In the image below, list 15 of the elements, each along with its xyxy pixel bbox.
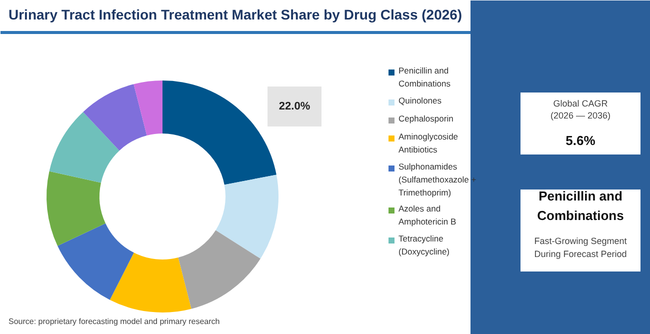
text: Penicillin and Combinations: [537, 188, 624, 223]
text: 5.6%: [566, 133, 596, 148]
text: Global CAGR: [553, 98, 608, 108]
text: (2026 — 2036): [550, 110, 611, 120]
legend-label: Tetracycline (Doxycycline): [398, 234, 450, 256]
source-note: Source: proprietary forecasting model and primary research: [8, 317, 220, 326]
legend-label: Aminoglycoside Antibiotics: [398, 132, 458, 154]
legend-label: Cephalosporin: [398, 114, 454, 124]
legend-label: Sulphonamides (Sulfamethoxazole + Trimethoprim): [398, 162, 476, 198]
legend-label: Quinolones: [398, 96, 442, 106]
legend-label: Penicillin and Combinations: [398, 66, 450, 88]
text: Fast-Growing Segment During Forecast Period: [534, 236, 628, 259]
data-label: 22.0%: [278, 100, 310, 112]
chart-title: Urinary Tract Infection Treatment Market Share by Drug Class (2026): [8, 6, 462, 22]
legend-label: Azoles and Amphotericin B: [398, 204, 456, 226]
